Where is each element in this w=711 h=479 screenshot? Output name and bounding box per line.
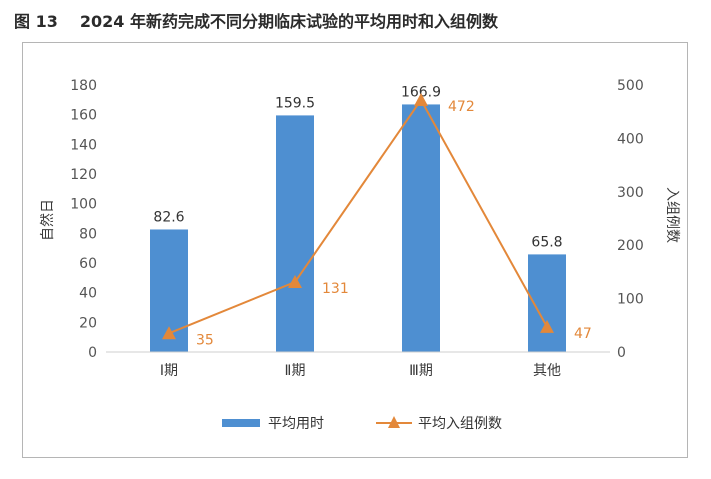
legend: 平均用时 平均入组例数 [222, 416, 502, 432]
y-tick-label: 100 [70, 197, 97, 213]
right-axis-ticks: 0 100 200 300 400 500 [617, 78, 644, 361]
category-label: Ⅱ期 [285, 363, 306, 379]
bar-value-label: 65.8 [531, 234, 562, 250]
line-point-marker [288, 275, 302, 289]
y-tick-label: 80 [79, 226, 97, 242]
legend-bar-label: 平均用时 [268, 416, 324, 432]
line-value-label: 131 [322, 281, 349, 297]
legend-triangle-marker [388, 416, 400, 428]
y-tick-label: 40 [79, 286, 97, 302]
series-line [168, 98, 548, 335]
y-tick-label: 120 [70, 167, 97, 183]
bar [276, 115, 314, 353]
figure-title: 图 13 2024 年新药完成不同分期临床试验的平均用时和入组例数 [14, 8, 498, 32]
y2-tick-label: 200 [617, 238, 644, 254]
line-value-label: 472 [448, 99, 475, 115]
y2-tick-label: 500 [617, 78, 644, 94]
y-tick-label: 140 [70, 137, 97, 153]
bar-series: 82.6 159.5 166.9 65.8 [150, 84, 566, 353]
category-labels: Ⅰ期 Ⅱ期 Ⅲ期 其他 [160, 363, 561, 379]
bar-value-label: 159.5 [275, 95, 315, 111]
y-tick-label: 20 [79, 315, 97, 331]
category-label: Ⅲ期 [409, 363, 433, 379]
y-tick-label: 180 [70, 78, 97, 94]
bar [402, 104, 440, 352]
y2-axis-title: 入组例数 [664, 187, 680, 243]
y2-tick-label: 0 [617, 345, 626, 361]
line-point-marker [162, 326, 176, 340]
line-point-marker [540, 319, 554, 333]
line-series: 35 131 472 47 [162, 92, 592, 348]
legend-bar-swatch [222, 419, 260, 427]
line-value-label: 47 [574, 326, 592, 342]
bar-value-label: 82.6 [153, 209, 184, 225]
chart-frame [22, 42, 688, 458]
legend-line-label: 平均入组例数 [418, 416, 502, 432]
line-value-label: 35 [196, 332, 214, 348]
y-tick-label: 160 [70, 108, 97, 124]
y-axis-title: 自然日 [39, 199, 56, 241]
y-tick-label: 0 [88, 345, 97, 361]
bar-value-label: 166.9 [401, 84, 441, 100]
y2-tick-label: 300 [617, 185, 644, 201]
category-label: Ⅰ期 [160, 363, 178, 379]
y2-tick-label: 100 [617, 292, 644, 308]
line-point-marker [414, 92, 428, 106]
y2-tick-label: 400 [617, 131, 644, 147]
category-label: 其他 [533, 363, 561, 379]
left-axis-ticks: 0 20 40 60 80 100 120 140 160 180 [70, 78, 97, 361]
figure-caption: 2024 年新药完成不同分期临床试验的平均用时和入组例数 [79, 12, 498, 31]
y-tick-label: 60 [79, 256, 97, 272]
figure-number: 图 13 [14, 12, 58, 31]
